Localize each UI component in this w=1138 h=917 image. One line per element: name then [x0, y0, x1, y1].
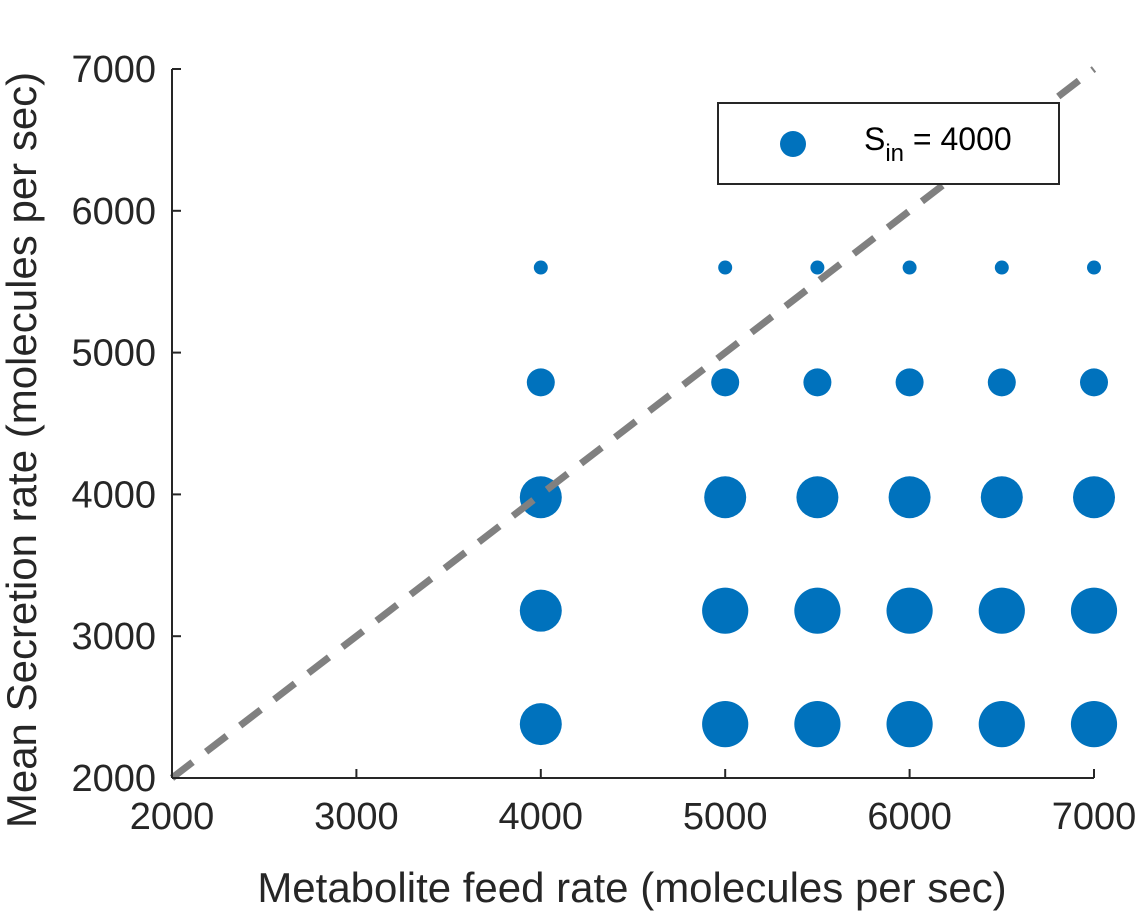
data-point	[1070, 701, 1118, 748]
data-point	[702, 587, 749, 634]
data-point	[1080, 368, 1108, 397]
data-point	[980, 476, 1023, 519]
data-point	[1073, 476, 1115, 519]
y-tick-label: 3000	[71, 616, 156, 658]
data-point	[718, 260, 733, 275]
data-point	[810, 260, 825, 275]
data-point	[895, 368, 924, 397]
data-point	[902, 260, 917, 275]
data-point	[978, 701, 1025, 748]
y-axis-label: Mean Secretion rate (molecules per sec)	[0, 72, 45, 828]
data-point	[519, 589, 562, 632]
data-point	[803, 368, 832, 397]
axes: 2000 3000 4000 5000 6000 7000 2000 3000 4000 500…	[71, 49, 1136, 838]
x-tick-label: 5000	[683, 796, 768, 838]
x-tick-label: 7000	[1052, 796, 1137, 838]
x-ticks: 2000 3000 4000 5000 6000 7000	[130, 769, 1137, 838]
legend-label: Sin = 4000	[864, 121, 1012, 167]
legend-box	[717, 102, 1060, 185]
data-point	[888, 476, 931, 519]
y-tick-label: 6000	[71, 191, 156, 233]
x-tick-label: 2000	[130, 796, 215, 838]
data-point	[987, 368, 1016, 397]
data-point	[1087, 260, 1101, 275]
y-tick-label: 4000	[71, 474, 156, 516]
x-tick-label: 3000	[314, 796, 399, 838]
y-tick-label: 5000	[71, 333, 156, 375]
y-ticks: 2000 3000 4000 5000 6000 7000	[71, 49, 181, 800]
data-point	[794, 701, 841, 748]
legend: Sin = 4000	[717, 102, 1060, 185]
data-point	[704, 476, 747, 519]
data-point	[886, 587, 933, 634]
data-point	[978, 587, 1025, 634]
data-point	[886, 701, 933, 748]
legend-label-subscript: in	[885, 140, 904, 167]
x-axis-label: Metabolite feed rate (molecules per sec)	[257, 864, 1006, 911]
x-tick-label: 4000	[499, 796, 584, 838]
y-tick-label: 2000	[71, 758, 156, 800]
legend-label-rest: = 4000	[904, 121, 1012, 157]
y-tick-label: 7000	[71, 49, 156, 91]
data-point	[519, 703, 562, 746]
data-point	[794, 587, 841, 634]
reference-line-y-equals-x	[169, 66, 1097, 781]
legend-marker	[780, 131, 806, 157]
x-tick-label: 6000	[867, 796, 952, 838]
data-point	[702, 701, 749, 748]
data-point	[796, 476, 839, 519]
data-point	[526, 368, 555, 397]
data-point	[533, 260, 548, 275]
data-point	[711, 368, 740, 397]
data-point	[994, 260, 1009, 275]
legend-label-main: S	[864, 121, 885, 157]
data-points	[519, 260, 1118, 748]
data-point	[1070, 587, 1118, 634]
